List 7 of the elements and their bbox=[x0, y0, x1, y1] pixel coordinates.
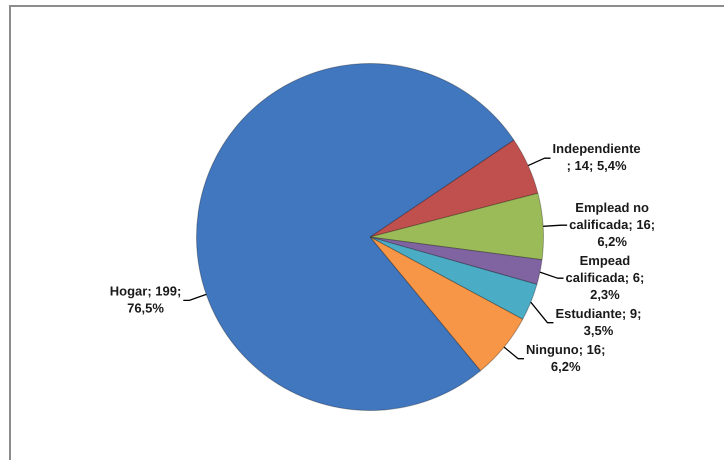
slice-label: Independiente bbox=[552, 141, 641, 156]
slice-label: Emplead no calificada; 16; 6,2% bbox=[569, 200, 656, 249]
slice-label: Estudiante; 9; 3,5% bbox=[555, 306, 642, 338]
slice-label: Hogar; 199; 76,5% bbox=[110, 283, 182, 316]
slice-label: Ninguno; 16; 6,2% bbox=[526, 342, 606, 374]
data-label: ; 14; 5,4% bbox=[566, 158, 628, 174]
slice-label: Empead calificada; 6; 2,3% bbox=[566, 252, 644, 302]
